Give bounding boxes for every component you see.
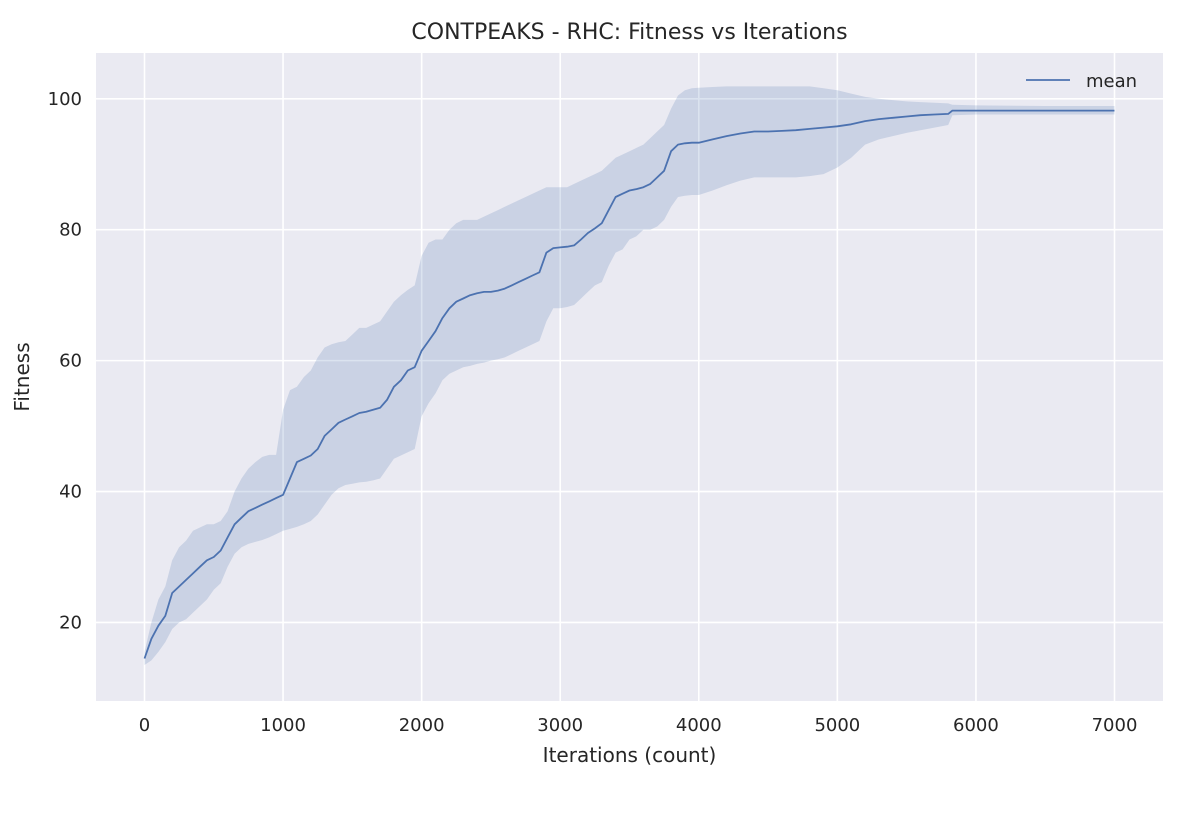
- confidence-band: [144, 86, 1115, 665]
- y-axis-label: Fitness: [10, 342, 34, 411]
- x-tick-label: 1000: [260, 715, 306, 736]
- y-tick-label: 100: [48, 89, 82, 110]
- y-tick-labels: 20 40 60 80 100: [48, 89, 82, 634]
- legend: mean: [1026, 71, 1137, 92]
- chart-title: CONTPEAKS - RHC: Fitness vs Iterations: [411, 20, 847, 45]
- x-tick-label: 2000: [399, 715, 445, 736]
- mean-line: [143, 109, 1115, 659]
- grid-lines: [96, 53, 1163, 701]
- plot-area: [96, 53, 1163, 701]
- x-tick-labels: 0 1000 2000 3000 4000 5000 6000 7000: [139, 715, 1138, 736]
- x-tick-label: 7000: [1092, 715, 1138, 736]
- x-tick-label: 5000: [814, 715, 860, 736]
- x-tick-label: 0: [139, 715, 150, 736]
- x-tick-label: 4000: [676, 715, 722, 736]
- x-tick-label: 6000: [953, 715, 999, 736]
- y-tick-label: 80: [59, 220, 82, 241]
- y-tick-label: 20: [59, 612, 82, 633]
- y-tick-label: 40: [59, 482, 82, 503]
- x-tick-label: 3000: [537, 715, 583, 736]
- legend-label-mean: mean: [1086, 71, 1137, 92]
- x-axis-label: Iterations (count): [543, 743, 717, 767]
- y-tick-label: 60: [59, 351, 82, 372]
